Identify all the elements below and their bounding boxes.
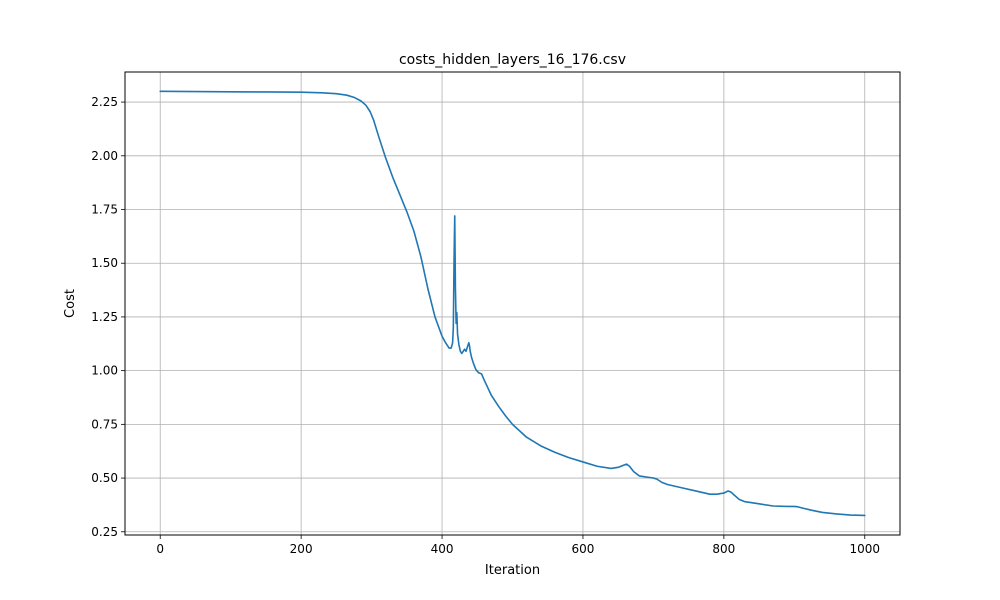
y-tick-label: 2.25 [91,95,118,109]
y-tick-label: 1.00 [91,364,118,378]
x-tick-label: 1000 [849,542,880,556]
x-axis-label: Iteration [485,563,540,578]
axes-frame [124,71,901,536]
y-tick-label: 0.25 [91,525,118,539]
y-tick-label: 2.00 [91,149,118,163]
y-tick-label: 0.50 [91,471,118,485]
y-tick-label: 1.50 [91,256,118,270]
y-tick-label: 0.75 [91,417,118,431]
ticks: 0 200 400 600 800 1000 0.25 0.50 0.75 1.00 1.25 1.5… [91,95,880,556]
x-tick-label: 0 [156,542,164,556]
x-tick-label: 400 [431,542,454,556]
x-tick-label: 600 [572,542,595,556]
y-axis-label: Cost [63,289,78,318]
x-tick-label: 800 [712,542,735,556]
y-tick-label: 1.25 [91,310,118,324]
cost-series-line [159,90,866,517]
x-tick-label: 200 [290,542,313,556]
chart-title: costs_hidden_layers_16_176.csv [399,52,626,68]
plot-area [159,90,866,517]
grid [125,72,900,535]
y-tick-label: 1.75 [91,203,118,217]
